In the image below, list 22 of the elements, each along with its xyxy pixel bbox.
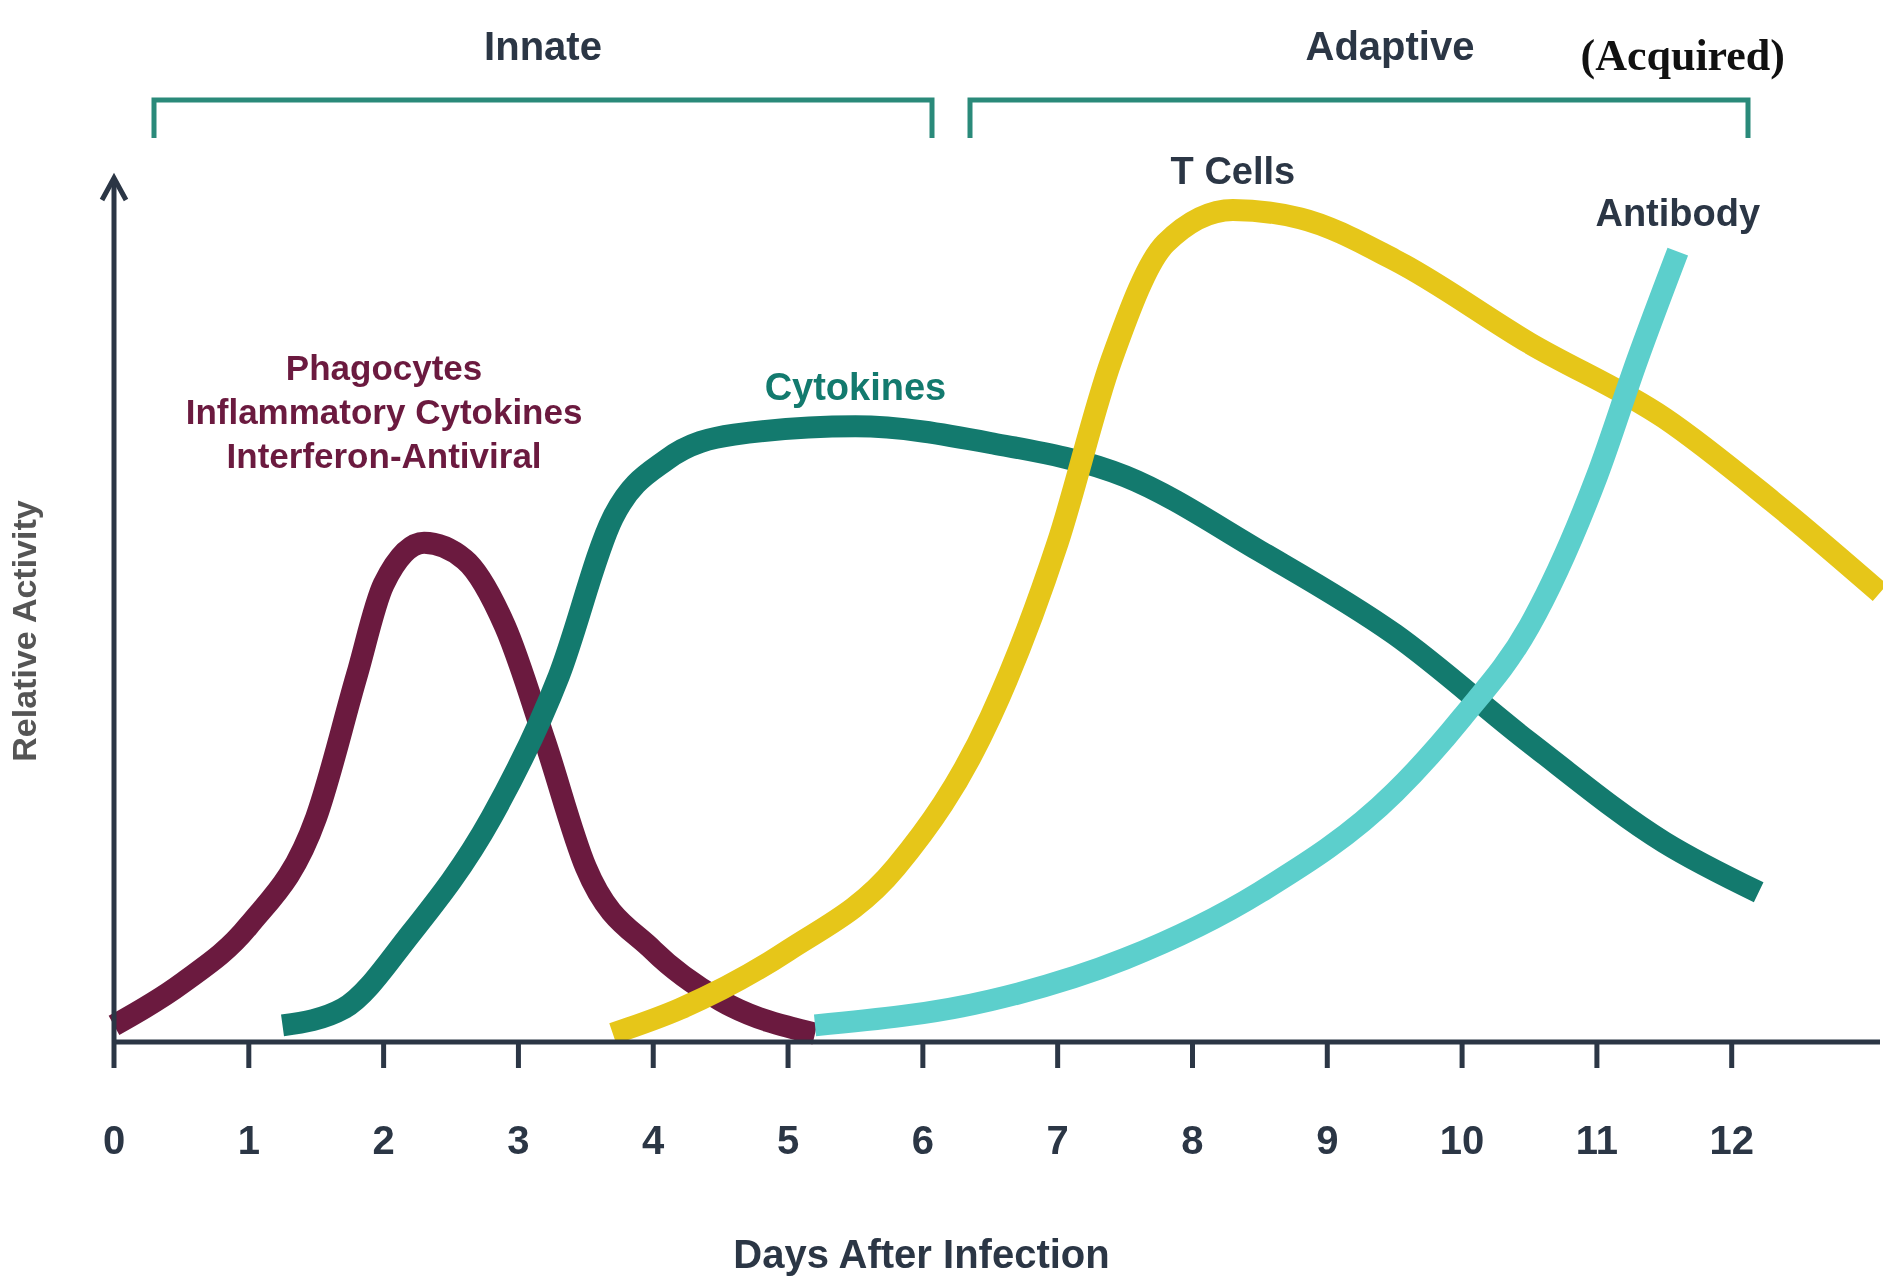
x-axis-title: Days After Infection [733, 1232, 1110, 1276]
x-tick-label: 2 [372, 1118, 395, 1162]
text: (Acquired) [1580, 31, 1785, 80]
text: Innate [484, 24, 602, 68]
x-tick-label: 11 [1575, 1118, 1619, 1162]
series-label: Cytokines [764, 366, 947, 409]
x-tick-label: 8 [1181, 1118, 1204, 1162]
x-tick-label: 0 [102, 1118, 126, 1162]
series-label: Antibody [1595, 191, 1761, 234]
series-label: T Cells [1170, 150, 1296, 192]
x-tick-label: 4 [642, 1118, 666, 1162]
x-tick-label: 5 [776, 1118, 800, 1162]
x-tick-label: 10 [1439, 1118, 1485, 1162]
x-tick-label: 6 [911, 1118, 934, 1162]
x-tick-label: 3 [507, 1118, 530, 1162]
x-tick-label: 12 [1709, 1118, 1754, 1162]
y-axis-title: Relative Activity [5, 500, 43, 762]
x-tick-label: 9 [1316, 1118, 1339, 1162]
x-tick-label: 1 [237, 1118, 260, 1162]
text: Adaptive [1305, 24, 1475, 68]
x-tick-label: 7 [1046, 1118, 1069, 1162]
text: Phagocytes Inflammatory Cytokines Interferon-Antiviral [185, 347, 583, 475]
